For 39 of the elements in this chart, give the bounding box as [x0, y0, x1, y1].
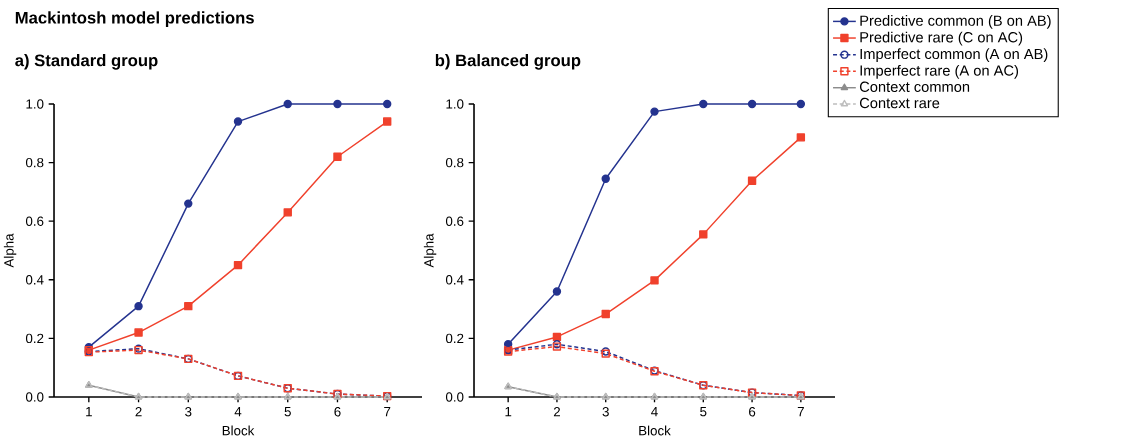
y-tick-label: 0.0	[445, 392, 464, 402]
x-tick-label: 3	[185, 407, 192, 417]
x-tick-label: 1	[505, 407, 512, 417]
legend-label: Predictive rare (C on AC)	[860, 31, 1023, 46]
y-tick-label: 1.0	[446, 99, 464, 109]
x-tick-label: 2	[135, 407, 142, 417]
x-tick-label: 4	[651, 407, 658, 417]
y-tick-label: 0.8	[445, 157, 464, 168]
x-tick-label: 6	[334, 407, 341, 417]
chart-subtitle: b) Balanced group	[435, 54, 581, 70]
y-tick-label: 0.8	[25, 157, 44, 168]
y-tick-label: 0.2	[25, 333, 44, 344]
legend-label: Context common	[859, 81, 970, 92]
x-tick-label: 2	[553, 407, 560, 417]
legend-label: Imperfect common (A on AB)	[860, 48, 1048, 62]
x-axis-title: Block	[639, 425, 671, 436]
y-tick-label: 0.6	[25, 216, 44, 226]
chart-title: Mackintosh model predictions	[15, 11, 254, 27]
chart-subtitle: a) Standard group	[15, 54, 158, 70]
x-tick-label: 6	[749, 407, 756, 417]
y-axis-title: Alpha	[423, 233, 437, 268]
legend-label: Imperfect rare (A on AC)	[860, 64, 1019, 79]
x-axis-title: Block	[222, 425, 255, 436]
legend-label: Predictive common (B on AB)	[860, 15, 1051, 29]
x-tick-label: 1	[86, 407, 92, 417]
y-axis-title: Alpha	[3, 233, 17, 268]
x-tick-label: 7	[797, 407, 804, 417]
y-tick-label: 0.6	[445, 216, 464, 226]
y-tick-label: 0.0	[25, 392, 44, 402]
x-tick-label: 7	[384, 407, 391, 417]
y-tick-label: 1.0	[26, 99, 44, 109]
y-tick-label: 0.4	[445, 275, 464, 285]
y-tick-label: 0.4	[25, 275, 44, 285]
x-tick-label: 5	[700, 407, 707, 417]
legend-label: Context rare	[859, 97, 940, 109]
x-tick-label: 3	[602, 407, 609, 417]
x-tick-label: 5	[284, 407, 291, 417]
y-tick-label: 0.2	[445, 333, 464, 344]
x-tick-label: 4	[234, 407, 242, 417]
